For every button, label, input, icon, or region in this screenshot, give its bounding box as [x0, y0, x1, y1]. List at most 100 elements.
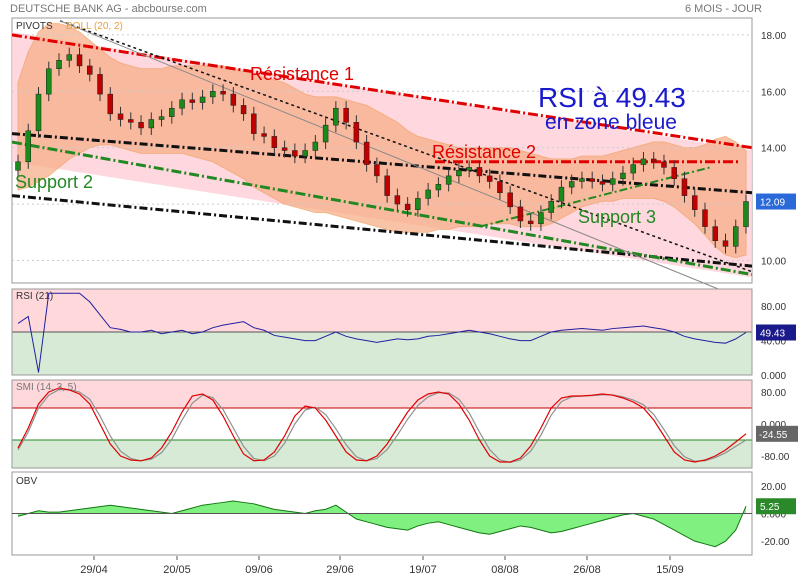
candle	[415, 198, 421, 210]
candle	[589, 178, 595, 182]
rsi-pane	[11, 288, 753, 376]
header-title: DEUTSCHE BANK AG - abcbourse.com	[10, 3, 207, 15]
candle	[445, 175, 452, 185]
candle	[138, 122, 144, 129]
candle	[25, 130, 32, 163]
candle	[353, 122, 360, 143]
candle	[251, 113, 257, 134]
x-tick-label: 20/05	[163, 564, 191, 576]
rsi-oversold-zone	[12, 332, 752, 375]
price-y-tick-label: 18.00	[761, 31, 786, 42]
candle	[128, 119, 134, 123]
candle	[538, 212, 544, 225]
x-tick-label: 29/04	[80, 564, 108, 576]
obv-last-value-box	[756, 498, 796, 515]
obv-y-tick-label: 0.000	[761, 510, 786, 521]
candle	[148, 119, 155, 129]
x-tick-label: 19/07	[409, 564, 437, 576]
candle	[476, 167, 483, 177]
candle	[579, 178, 585, 182]
candle	[322, 124, 329, 143]
annotation-resistance-2: Résistance 2	[432, 142, 536, 162]
price-last-value-box	[756, 193, 796, 210]
candle	[333, 107, 339, 126]
smi-legend: SMI (14, 3, 5)	[16, 382, 77, 393]
obv-line	[17, 500, 747, 548]
candle	[507, 192, 513, 208]
rsi-y-tick-label: 80.00	[761, 302, 786, 313]
candle	[107, 93, 114, 115]
smi-upper-zone	[12, 380, 752, 408]
candle	[384, 175, 390, 196]
smi-y-tick-label: 0.000	[761, 420, 786, 431]
candle	[199, 96, 206, 103]
candle	[722, 240, 729, 247]
candle	[661, 161, 667, 168]
candle	[568, 181, 575, 188]
candle	[281, 147, 288, 151]
annotation-rsi-value: RSI à 49.43	[538, 82, 686, 113]
x-tick-label: 09/06	[245, 564, 273, 576]
candle	[548, 200, 554, 213]
rsi-last-value: 49.43	[760, 328, 785, 339]
candle	[743, 201, 749, 227]
obv-y-tick-label: 20.00	[761, 482, 786, 493]
candle	[240, 105, 247, 115]
obv-last-value: 5.25	[760, 502, 780, 513]
candle	[527, 220, 534, 225]
candle	[66, 54, 73, 61]
rsi-y-tick-label: 40.00	[761, 337, 786, 348]
obv-legend: OBV	[16, 476, 37, 487]
candle	[87, 65, 93, 75]
obv-area	[18, 501, 746, 547]
rsi-line	[17, 292, 747, 373]
legend-pivots: PIVOTS	[16, 21, 53, 32]
smi-y-tick-label: -80.00	[761, 452, 790, 463]
candle	[650, 158, 657, 163]
candle	[609, 178, 616, 185]
candle	[220, 91, 226, 95]
smi-y-tick-label: 80.00	[761, 388, 786, 399]
candle	[404, 203, 411, 210]
candle	[497, 181, 503, 194]
candle	[517, 206, 524, 222]
candle	[425, 189, 431, 199]
candle	[466, 167, 472, 171]
smi-last-value-box	[756, 425, 798, 442]
smi-last-value: -24.55	[759, 430, 788, 441]
candle	[374, 164, 380, 177]
candle	[312, 141, 319, 151]
candle	[271, 136, 278, 148]
candle	[599, 181, 606, 185]
candle	[179, 99, 185, 109]
candle	[343, 107, 349, 123]
candle	[363, 141, 370, 165]
candle	[210, 91, 216, 98]
candle	[292, 150, 298, 157]
obv-y-tick-label: -20.00	[761, 537, 790, 548]
price-y-tick-label: 10.00	[761, 256, 786, 267]
rsi-overbought-zone	[12, 289, 752, 332]
annotation-resistance-1: Résistance 1	[250, 64, 354, 84]
rsi-last-value-box	[756, 324, 796, 341]
header-period: 6 MOIS - JOUR	[685, 3, 763, 15]
candle	[558, 186, 565, 202]
candle	[46, 68, 52, 95]
pivot-line-lower	[11, 194, 753, 268]
candle	[681, 178, 688, 196]
candle	[486, 175, 493, 182]
candle	[261, 133, 267, 137]
pivot-line-upper	[11, 132, 753, 195]
candle	[97, 74, 103, 95]
x-tick-label: 15/09	[656, 564, 684, 576]
grey-trend-line	[59, 20, 753, 304]
annotation-support-3: Support 3	[578, 207, 656, 227]
smi-pane	[11, 379, 753, 469]
candle	[169, 107, 175, 117]
candle	[732, 226, 739, 247]
annotation-zone: en zone bleue	[545, 111, 677, 134]
candle	[691, 195, 698, 210]
candle	[640, 158, 647, 165]
price-y-tick-label: 16.00	[761, 87, 786, 98]
rsi-y-tick-label: 0.000	[761, 371, 786, 382]
